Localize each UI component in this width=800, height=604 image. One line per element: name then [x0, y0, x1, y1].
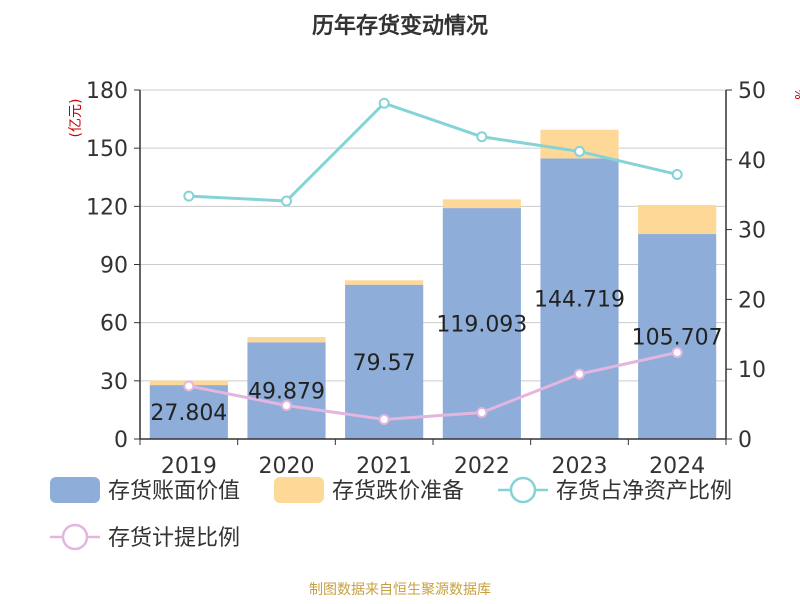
bar-book-value: [540, 158, 619, 439]
line-point: [671, 168, 683, 180]
right-axis-label: %: [792, 88, 800, 99]
right-tick-label: 10: [738, 358, 766, 383]
chart-title: 历年存货变动情况: [312, 13, 488, 39]
left-tick-label: 30: [100, 370, 128, 395]
right-tick-label: 0: [738, 428, 752, 453]
x-tick-label: 2021: [356, 454, 412, 479]
right-tick-label: 20: [738, 288, 766, 313]
legend-label: 存货账面价值: [108, 479, 240, 504]
data-labels: 27.804 49.879 79.57 119.093 144.719 105.707: [150, 288, 722, 426]
grid-lines: [140, 89, 726, 440]
bar-book-value: [149, 385, 228, 439]
bar-book-value: [345, 284, 424, 439]
bars: [149, 129, 717, 439]
bar-impairment: [442, 199, 521, 209]
left-tick-label: 90: [100, 254, 128, 279]
line-point: [671, 346, 683, 358]
legend-label: 存货跌价准备: [332, 479, 464, 504]
bar-impairment: [638, 204, 717, 235]
line-point: [378, 97, 390, 109]
line-point: [574, 145, 585, 157]
x-tick-label: 2019: [161, 454, 217, 479]
line-series-provision-ratio: [188, 350, 678, 421]
legend-swatch: [274, 477, 324, 503]
legend-swatch-marker: [61, 523, 89, 551]
data-label: 144.719: [534, 288, 625, 313]
bar-book-value: [442, 208, 521, 439]
line-point: [378, 413, 390, 425]
right-tick-label: 40: [738, 149, 766, 174]
left-tick-label: 120: [86, 195, 128, 220]
legend-swatch: [50, 477, 100, 503]
line-point: [183, 380, 195, 392]
left-tick-label: 150: [86, 137, 128, 162]
line-point: [281, 399, 292, 411]
bar-impairment: [247, 337, 326, 343]
line-series-net-asset-ratio: [188, 101, 678, 203]
right-tick-label: 30: [738, 219, 766, 244]
left-tick-label: 60: [100, 312, 128, 337]
footer-source: 制图数据来自恒生聚源数据库: [309, 582, 491, 598]
bar-impairment: [345, 280, 424, 285]
legend-label: 存货占净资产比例: [556, 479, 732, 504]
legend-swatch-marker: [509, 476, 537, 504]
x-tick-label: 2020: [259, 454, 315, 479]
legend-label: 存货计提比例: [108, 526, 240, 551]
data-label: 79.57: [353, 351, 416, 376]
left-axis-label: (亿元): [68, 99, 84, 138]
x-tick-label: 2023: [552, 454, 608, 479]
data-label: 27.804: [150, 401, 227, 426]
bar-book-value: [247, 342, 326, 439]
axes: 0 30 60 90 120 150 180 0 10 20 30 40 50 2019 2020 2021 2…: [86, 79, 766, 479]
bar-book-value: [638, 234, 717, 439]
x-tick-label: 2022: [454, 454, 510, 479]
data-label: 49.879: [248, 380, 325, 405]
lines: [183, 97, 683, 425]
data-label: 119.093: [436, 313, 527, 338]
line-point: [281, 195, 292, 207]
line-point: [476, 406, 488, 418]
line-point: [476, 131, 488, 143]
x-tick-label: 2024: [649, 454, 705, 479]
left-tick-label: 0: [114, 428, 128, 453]
left-tick-label: 180: [86, 79, 128, 104]
line-point: [183, 190, 195, 202]
line-point: [574, 368, 585, 380]
data-label: 105.707: [632, 326, 723, 351]
right-tick-label: 50: [738, 79, 766, 104]
